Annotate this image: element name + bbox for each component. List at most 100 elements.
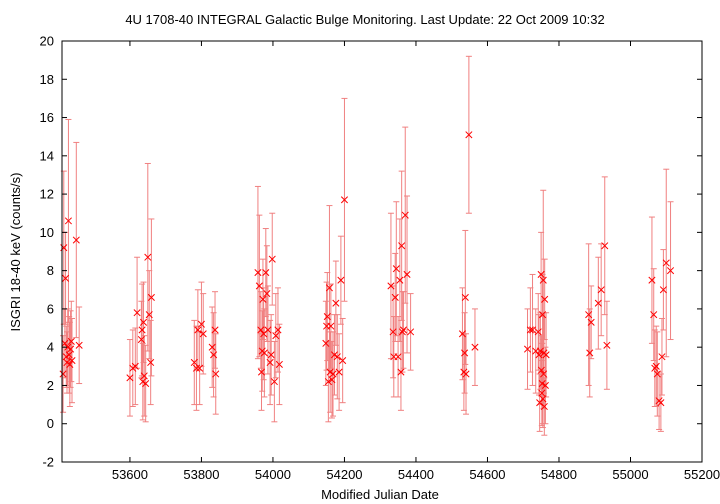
data-point xyxy=(131,362,139,370)
x-tick-label: 54800 xyxy=(541,467,577,482)
data-markers xyxy=(59,131,675,411)
y-tick-label: 2 xyxy=(47,378,54,393)
data-point xyxy=(538,311,547,319)
data-point xyxy=(653,370,661,378)
x-tick-label: 55200 xyxy=(684,467,720,482)
x-tick-label: 54600 xyxy=(469,467,505,482)
data-point xyxy=(458,330,467,338)
data-point xyxy=(272,332,280,340)
data-point xyxy=(662,259,670,267)
data-point xyxy=(339,357,347,365)
data-point xyxy=(254,268,262,277)
data-point xyxy=(275,360,283,368)
data-point xyxy=(403,270,411,279)
data-point xyxy=(274,326,282,334)
data-point xyxy=(538,389,546,397)
data-point xyxy=(197,320,205,328)
y-tick-label: 12 xyxy=(40,187,54,202)
data-point xyxy=(211,326,219,334)
data-point xyxy=(399,326,408,334)
data-point xyxy=(196,364,204,372)
data-point xyxy=(257,326,265,334)
data-point xyxy=(332,299,340,307)
data-point xyxy=(208,343,216,351)
data-point xyxy=(597,286,605,294)
y-tick-label: -2 xyxy=(42,455,54,470)
y-tick-label: 16 xyxy=(40,110,54,125)
data-point xyxy=(401,211,409,219)
y-tick-label: 8 xyxy=(47,263,54,278)
data-point xyxy=(62,274,70,282)
data-point xyxy=(396,276,404,284)
y-tick-label: 10 xyxy=(40,225,54,240)
data-point xyxy=(138,326,146,334)
data-point xyxy=(259,295,267,303)
data-point xyxy=(657,399,665,407)
data-point xyxy=(340,196,349,204)
data-point xyxy=(145,311,153,319)
data-point xyxy=(194,326,202,334)
data-point xyxy=(461,293,469,301)
data-point xyxy=(322,339,330,347)
data-point xyxy=(462,370,470,378)
data-point xyxy=(398,328,406,336)
data-point xyxy=(142,379,150,388)
data-point xyxy=(540,402,548,411)
data-point xyxy=(652,362,660,370)
data-point xyxy=(267,351,275,359)
data-point xyxy=(324,378,332,386)
data-point xyxy=(64,217,72,225)
data-point xyxy=(199,330,207,338)
data-point xyxy=(139,318,148,326)
axis-ticks: -2 0 2 4 6 8 10 12 14 16 18 20 53600 53800 54000 54200 5… xyxy=(40,34,720,483)
x-axis-label: Modified Julian Date xyxy=(321,487,439,502)
data-point xyxy=(262,268,270,277)
data-point xyxy=(270,378,278,386)
data-point xyxy=(407,328,415,336)
data-point xyxy=(144,253,152,261)
data-point xyxy=(255,282,263,290)
data-point xyxy=(594,299,602,307)
data-point xyxy=(335,368,343,376)
data-point xyxy=(603,341,611,349)
data-point xyxy=(648,276,656,284)
data-point xyxy=(540,370,548,378)
data-point xyxy=(61,339,69,347)
data-point xyxy=(387,282,395,290)
data-point xyxy=(542,351,550,359)
data-point xyxy=(537,366,546,374)
data-point xyxy=(264,326,272,334)
data-point xyxy=(257,368,266,376)
data-point xyxy=(192,364,200,372)
data-point xyxy=(587,318,595,326)
data-point xyxy=(539,276,547,284)
data-point xyxy=(59,370,67,378)
data-point xyxy=(523,345,532,353)
y-tick-label: 0 xyxy=(47,416,54,431)
data-point xyxy=(328,376,336,384)
x-tick-label: 54400 xyxy=(398,467,434,482)
data-point xyxy=(539,395,547,403)
data-point xyxy=(585,311,593,319)
x-tick-label: 55000 xyxy=(612,467,648,482)
data-point xyxy=(323,313,331,321)
data-point xyxy=(534,328,542,336)
data-point xyxy=(67,345,75,353)
data-point xyxy=(337,276,345,284)
y-tick-label: 6 xyxy=(47,301,54,316)
y-tick-label: 4 xyxy=(47,340,54,355)
data-point xyxy=(397,368,405,376)
data-point xyxy=(586,349,594,357)
data-point xyxy=(526,326,534,334)
data-point xyxy=(389,328,397,336)
data-point xyxy=(268,255,276,263)
data-point xyxy=(471,343,479,351)
data-point xyxy=(212,370,220,378)
data-point xyxy=(392,265,400,273)
data-point xyxy=(601,242,609,250)
data-point xyxy=(126,374,134,382)
data-point xyxy=(541,381,549,390)
data-point xyxy=(658,353,666,361)
data-point xyxy=(263,290,271,298)
